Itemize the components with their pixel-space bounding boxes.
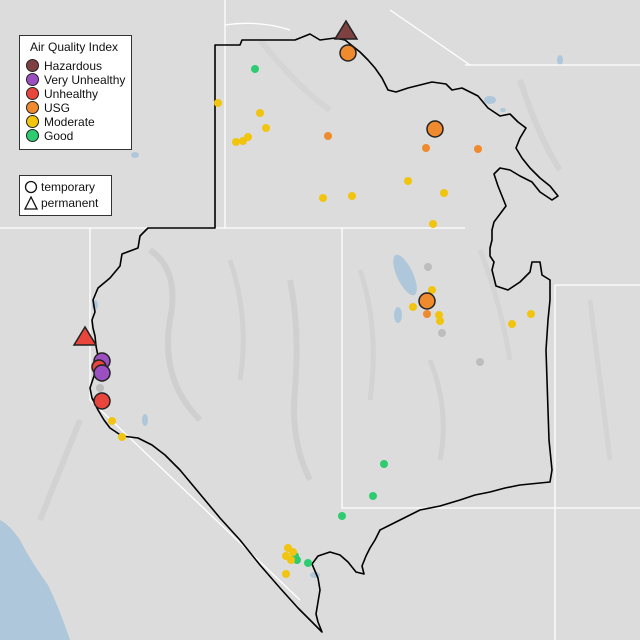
site-marker-moderate[interactable] <box>404 177 412 185</box>
site-marker-moderate[interactable] <box>435 311 443 319</box>
monitor-type-legend: temporary permanent <box>19 175 112 216</box>
site-marker-good[interactable] <box>338 512 346 520</box>
legend-label: Very Unhealthy <box>44 73 126 87</box>
permanent-monitor-hazardous[interactable] <box>333 19 359 40</box>
temporary-monitor-usg[interactable] <box>339 44 357 62</box>
site-marker-usg[interactable] <box>474 145 482 153</box>
site-marker-moderate[interactable] <box>508 320 516 328</box>
legend-label: USG <box>44 101 71 115</box>
site-marker-moderate[interactable] <box>440 189 448 197</box>
site-marker-moderate[interactable] <box>108 417 116 425</box>
temporary-monitors <box>91 44 444 410</box>
triangle-icon <box>24 196 38 210</box>
ocean <box>0 520 70 640</box>
site-marker-good[interactable] <box>369 492 377 500</box>
legend-label: permanent <box>41 196 99 210</box>
moderate-markers <box>108 99 535 578</box>
site-marker-moderate[interactable] <box>436 317 444 325</box>
site-marker-moderate[interactable] <box>118 433 126 441</box>
legend-label: Unhealthy <box>44 87 99 101</box>
no-data-markers <box>96 263 484 392</box>
hazardous-swatch-icon <box>26 59 39 72</box>
site-marker-moderate[interactable] <box>232 138 240 146</box>
site-marker-moderate[interactable] <box>262 124 270 132</box>
usg-swatch-icon <box>26 101 39 114</box>
legend-label: temporary <box>41 180 96 194</box>
lakes <box>92 55 563 578</box>
legend-label: Moderate <box>44 115 95 129</box>
site-marker-good[interactable] <box>251 65 259 73</box>
site-marker-moderate[interactable] <box>527 310 535 318</box>
site-marker-usg[interactable] <box>324 132 332 140</box>
permanent-monitors <box>72 19 359 346</box>
site-marker-usg[interactable] <box>422 144 430 152</box>
site-marker-moderate[interactable] <box>409 303 417 311</box>
site-marker-moderate[interactable] <box>289 548 297 556</box>
site-marker-moderate[interactable] <box>429 220 437 228</box>
legend-title: Air Quality Index <box>30 40 119 54</box>
good-swatch-icon <box>26 129 39 142</box>
site-marker-moderate[interactable] <box>319 194 327 202</box>
unhealthy-swatch-icon <box>26 87 39 100</box>
legend-label: Good <box>44 129 74 143</box>
site-marker-good[interactable] <box>304 559 312 567</box>
site-marker-moderate[interactable] <box>287 556 295 564</box>
temporary-monitor-unhealthy[interactable] <box>93 392 111 410</box>
site-marker-moderate[interactable] <box>348 192 356 200</box>
site-marker-no-data[interactable] <box>96 384 104 392</box>
usg-markers <box>324 132 482 318</box>
temporary-monitor-very-unhealthy[interactable] <box>93 364 111 382</box>
very-unhealthy-swatch-icon <box>26 73 39 86</box>
site-marker-no-data[interactable] <box>476 358 484 366</box>
site-marker-usg[interactable] <box>423 310 431 318</box>
circle-icon <box>24 180 38 194</box>
permanent-monitor-unhealthy[interactable] <box>72 325 98 346</box>
site-marker-moderate[interactable] <box>428 286 436 294</box>
temporary-monitor-usg[interactable] <box>426 120 444 138</box>
site-marker-moderate[interactable] <box>256 109 264 117</box>
site-marker-good[interactable] <box>380 460 388 468</box>
site-marker-moderate[interactable] <box>282 570 290 578</box>
aqi-legend: Air Quality Index Hazardous Very Unhealt… <box>19 35 132 150</box>
terrain-shading <box>37 38 613 522</box>
legend-label: Hazardous <box>44 59 103 73</box>
site-marker-moderate[interactable] <box>214 99 222 107</box>
temporary-monitor-usg[interactable] <box>418 292 436 310</box>
moderate-swatch-icon <box>26 115 39 128</box>
site-marker-no-data[interactable] <box>424 263 432 271</box>
site-marker-moderate[interactable] <box>244 133 252 141</box>
site-marker-no-data[interactable] <box>438 329 446 337</box>
